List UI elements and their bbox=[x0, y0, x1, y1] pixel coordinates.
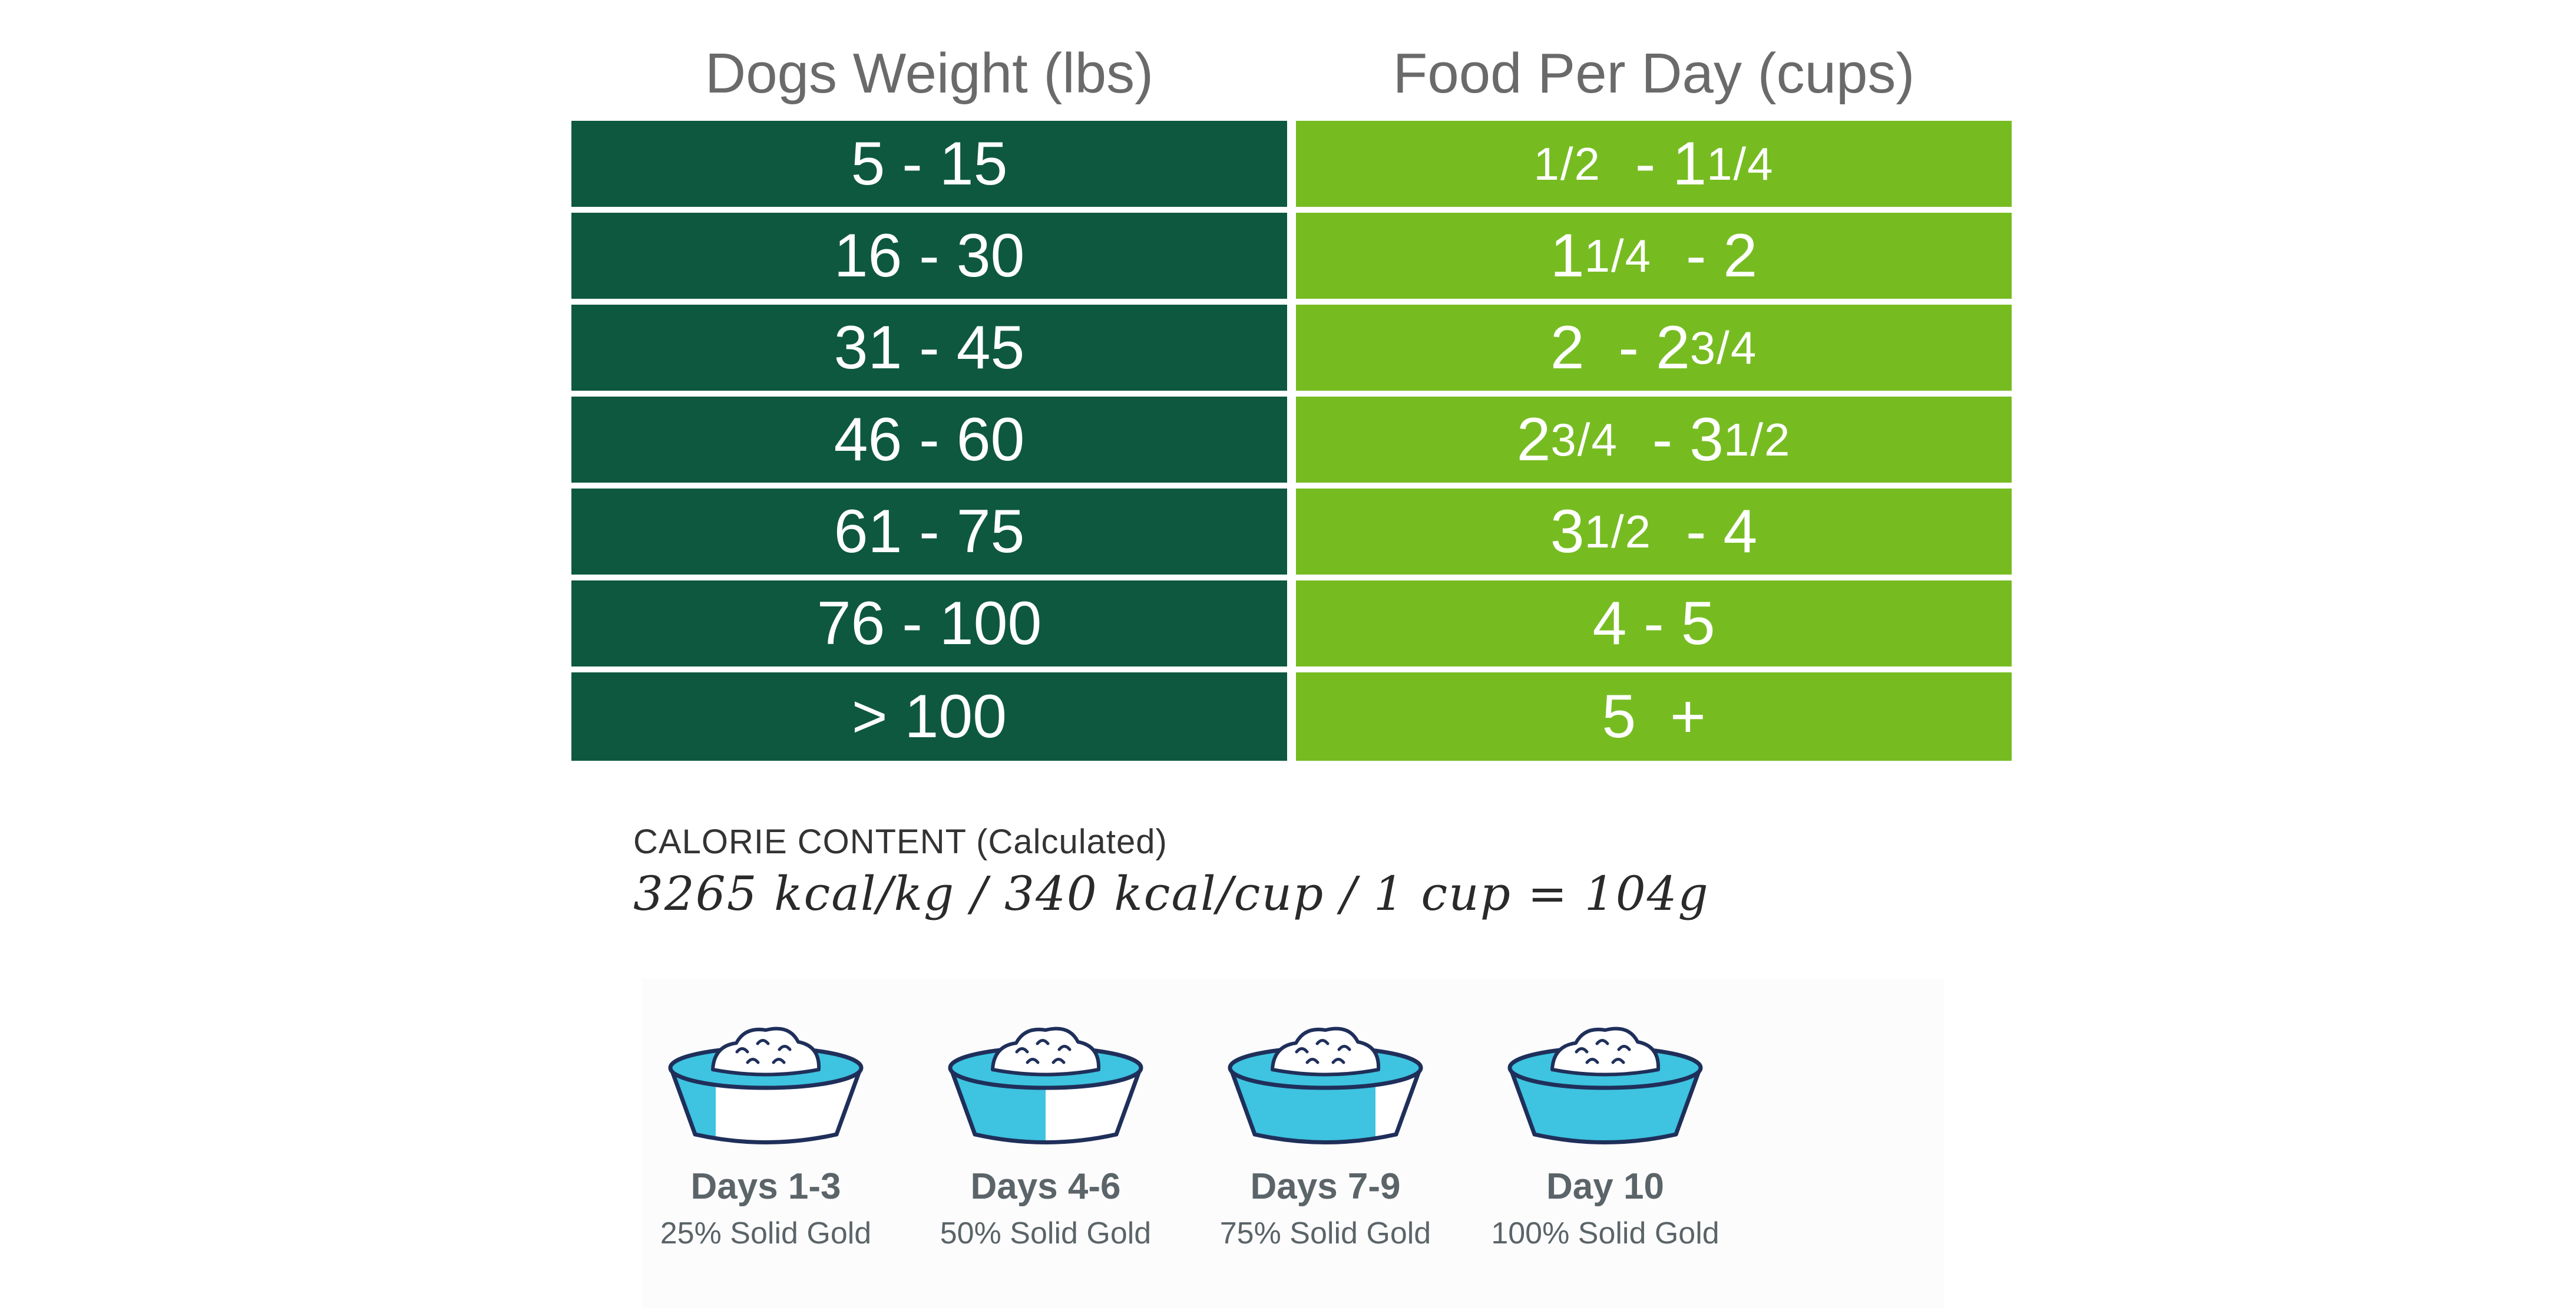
table-row: 76 - 100 4 - 5 bbox=[571, 580, 2012, 666]
percent-label: 75% Solid Gold bbox=[1219, 1216, 1431, 1250]
percent-label: 50% Solid Gold bbox=[940, 1216, 1152, 1250]
day-label: Day 10 bbox=[1546, 1166, 1664, 1207]
food-cell: 2 3/4 - 3 1/2 bbox=[1296, 397, 2012, 483]
percent-label: 25% Solid Gold bbox=[660, 1216, 872, 1250]
food-cell: 3 1/2 - 4 bbox=[1296, 489, 2012, 575]
calorie-content-title: CALORIE CONTENT (Calculated) bbox=[633, 823, 1168, 861]
food-cell: 5 + bbox=[1296, 672, 2012, 761]
weight-cell: 46 - 60 bbox=[571, 397, 1287, 483]
weight-cell: 61 - 75 bbox=[571, 489, 1287, 575]
weight-cell: 16 - 30 bbox=[571, 213, 1287, 299]
transition-step: Day 10 100% Solid Gold bbox=[1482, 1014, 1729, 1251]
food-column-header: Food Per Day (cups) bbox=[1393, 42, 1915, 105]
transition-schedule: Days 1-3 25% Solid Gold Days 4-6 50% Sol… bbox=[642, 978, 1944, 1308]
food-cell: 4 - 5 bbox=[1296, 580, 2012, 666]
feeding-table: 5 - 15 1/2 - 1 1/4 16 - 30 1 1/4 - 2 31 - … bbox=[571, 121, 2012, 761]
food-bowl-icon bbox=[1507, 1027, 1703, 1144]
food-bowl-icon bbox=[1228, 1027, 1423, 1144]
percent-label: 100% Solid Gold bbox=[1491, 1216, 1719, 1250]
day-label: Days 7-9 bbox=[1250, 1166, 1401, 1207]
weight-cell: 31 - 45 bbox=[571, 305, 1287, 391]
table-row: 61 - 75 3 1/2 - 4 bbox=[571, 489, 2012, 575]
weight-cell: > 100 bbox=[571, 672, 1287, 761]
food-bowl-icon bbox=[668, 1027, 864, 1144]
calorie-content-values: 3265 kcal/kg / 340 kcal/cup / 1 cup = 10… bbox=[633, 866, 1709, 921]
food-cell: 2 - 2 3/4 bbox=[1296, 305, 2012, 391]
food-cell: 1 1/4 - 2 bbox=[1296, 213, 2012, 299]
table-row: 46 - 60 2 3/4 - 3 1/2 bbox=[571, 397, 2012, 483]
food-cell: 1/2 - 1 1/4 bbox=[1296, 121, 2012, 207]
transition-step: Days 4-6 50% Solid Gold bbox=[922, 1014, 1169, 1251]
table-row: 5 - 15 1/2 - 1 1/4 bbox=[571, 121, 2012, 207]
day-label: Days 1-3 bbox=[690, 1166, 841, 1207]
transition-step: Days 7-9 75% Solid Gold bbox=[1202, 1014, 1449, 1251]
day-label: Days 4-6 bbox=[970, 1166, 1121, 1207]
table-row: 16 - 30 1 1/4 - 2 bbox=[571, 213, 2012, 299]
weight-column-header: Dogs Weight (lbs) bbox=[705, 42, 1154, 105]
table-row: 31 - 45 2 - 2 3/4 bbox=[571, 305, 2012, 391]
weight-cell: 76 - 100 bbox=[571, 580, 1287, 666]
food-bowl-icon bbox=[948, 1027, 1143, 1144]
transition-step: Days 1-3 25% Solid Gold bbox=[642, 1014, 889, 1251]
table-row: > 100 5 + bbox=[571, 672, 2012, 761]
weight-cell: 5 - 15 bbox=[571, 121, 1287, 207]
